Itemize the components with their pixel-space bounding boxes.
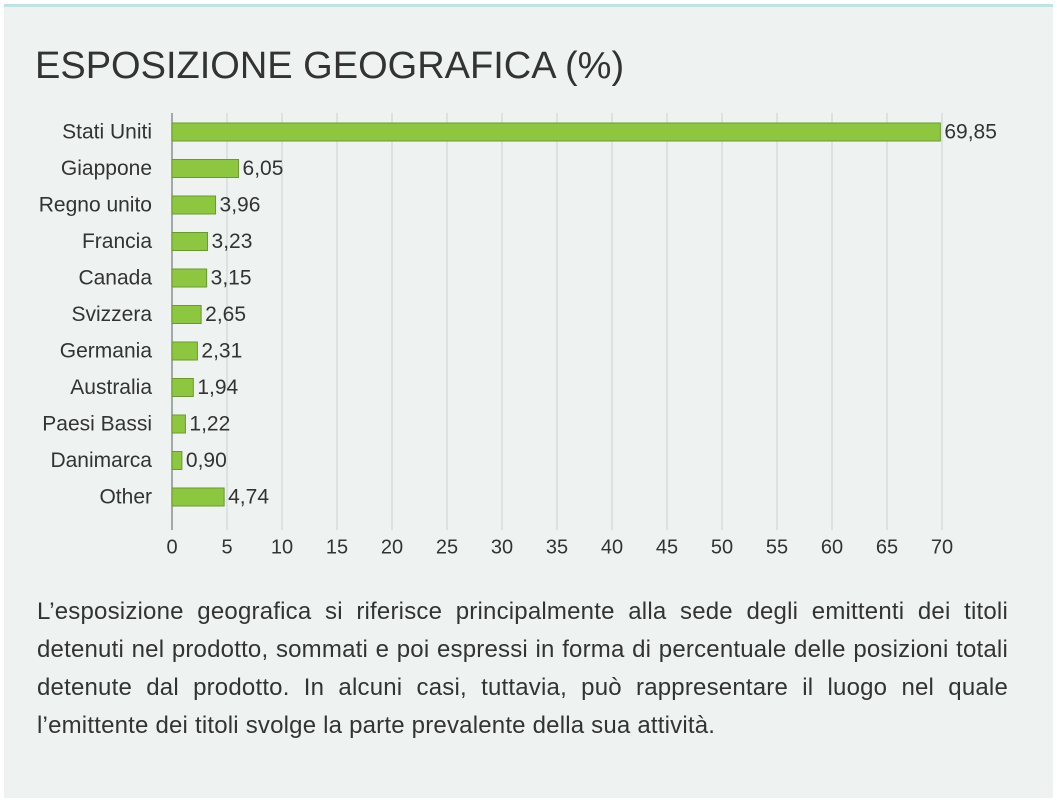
y-tick-label: Giappone [61,157,152,180]
value-label: 3,15 [211,267,252,290]
bar [171,378,194,397]
y-tick-label: Svizzera [71,303,152,326]
y-tick-label: Francia [82,230,152,253]
x-tick-label: 70 [931,536,953,558]
y-tick-label: Australia [70,376,152,399]
x-tick-label: 30 [491,536,513,558]
value-label: 2,31 [201,340,242,363]
bar [171,487,225,507]
x-tick-label: 10 [271,536,293,558]
x-tick-label: 15 [326,536,348,558]
bar [171,268,208,288]
bar [171,159,240,178]
y-tick-label: Germania [60,340,153,363]
x-tick-label: 35 [546,536,568,558]
value-label: 2,65 [205,303,246,326]
value-label: 69,85 [944,121,997,144]
x-tick-label: 25 [436,536,458,558]
y-tick-label: Stati Uniti [62,121,152,144]
bar [171,451,183,470]
y-tick-label: Other [99,486,152,509]
y-tick-label: Canada [78,267,152,290]
x-tick-label: 0 [166,536,177,558]
x-tick-label: 50 [711,536,733,558]
description: L’esposizione geografica si riferisce pr… [37,598,1008,739]
x-tick-label: 65 [876,536,898,558]
bar [171,232,209,251]
value-label: 3,23 [212,230,253,253]
x-tick-label: 5 [221,536,232,558]
value-label: 4,74 [228,486,269,509]
y-tick-label: Paesi Bassi [42,413,152,436]
value-label: 1,22 [189,413,230,436]
value-label: 6,05 [243,157,284,180]
chart-title: ESPOSIZIONE GEOGRAFICA (%) [35,45,624,87]
x-tick-label: 60 [821,536,843,558]
y-tick-label: Regno unito [39,194,152,217]
x-tick-label: 45 [656,536,678,558]
bar [171,305,202,324]
bar [171,341,198,361]
bar [171,122,941,142]
bar [171,414,186,434]
x-tick-label: 20 [381,536,403,558]
y-tick-label: Danimarca [50,449,152,472]
value-label: 3,96 [220,194,261,217]
bar [171,195,217,215]
value-label: 0,90 [186,449,227,472]
x-tick-label: 40 [601,536,623,558]
value-label: 1,94 [197,376,238,399]
x-tick-label: 55 [766,536,788,558]
